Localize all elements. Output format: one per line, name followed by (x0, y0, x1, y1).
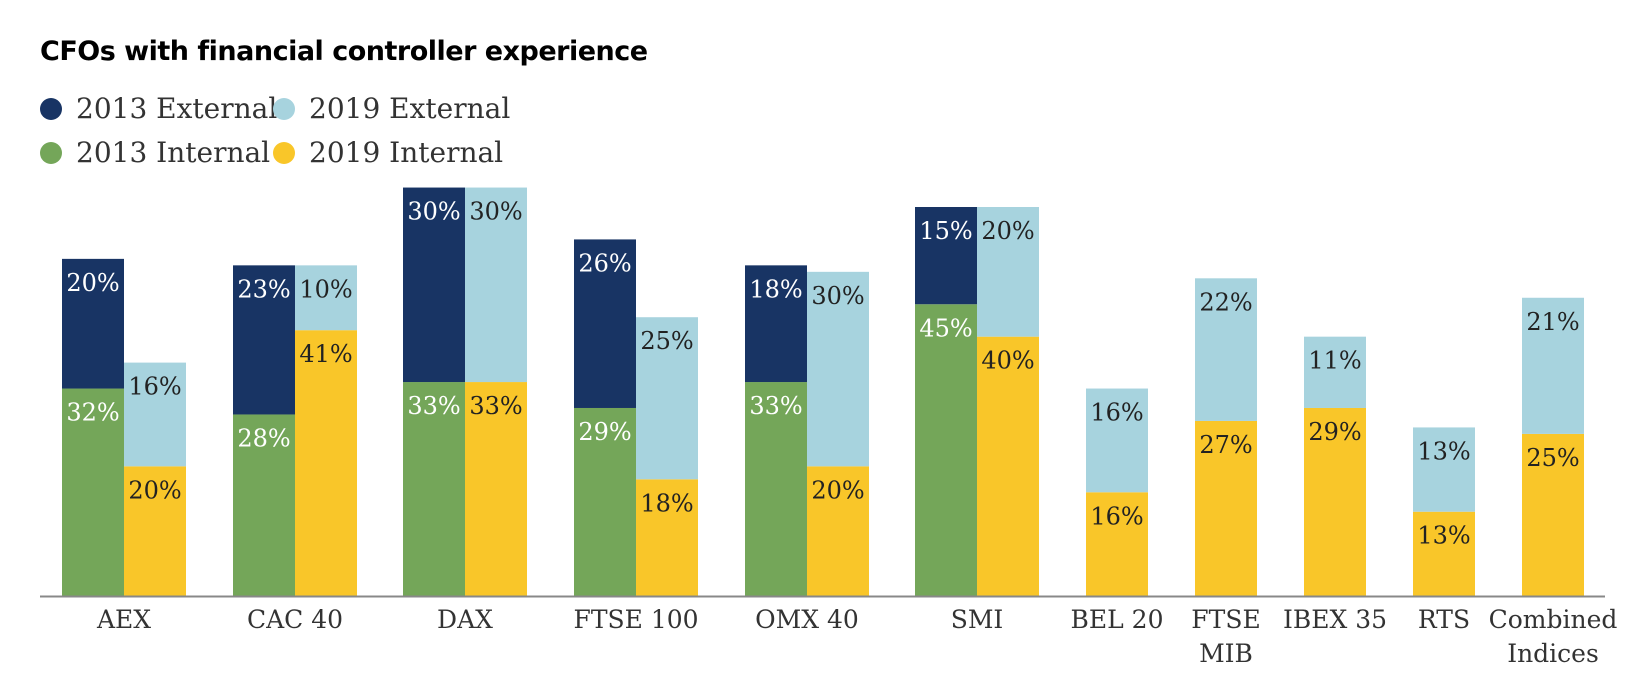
rts-2019-internal-bar (1413, 511, 1475, 596)
ftse-100-2019-external-bar (636, 317, 698, 480)
bel-20-2019-external-label: 16% (1090, 399, 1143, 427)
cac-40-2013-external-bar (233, 265, 295, 415)
x-tick-label-ibex-35: IBEX 35 (1283, 605, 1387, 634)
dax-2019-external-label: 30% (469, 198, 522, 226)
x-tick-label-omx-40: OMX 40 (755, 605, 859, 634)
smi-2013-external-bar (915, 207, 977, 305)
rts-2019-external-label: 13% (1417, 437, 1470, 465)
omx-40-2013-internal-bar (745, 382, 807, 596)
ftse-mib-2019-external-label: 22% (1199, 288, 1252, 316)
cac-40-2019-external-label: 10% (299, 275, 352, 303)
legend: 2013 External 2019 External 2013 Interna… (40, 92, 560, 182)
dax-2013-external-bar (403, 187, 465, 383)
smi-2013-internal-label: 45% (919, 314, 972, 342)
smi-2019-internal-label: 40% (981, 347, 1034, 375)
smi-2019-internal-bar (977, 336, 1039, 596)
cac-40-2019-internal-label: 41% (299, 340, 352, 368)
ftse-100-2019-internal-label: 18% (640, 489, 693, 517)
legend-item-2019-external: 2019 External (273, 92, 510, 125)
bel-20-2019-external-bar (1086, 388, 1148, 493)
combined-indices-2019-external-bar (1522, 297, 1584, 434)
combined-indices-2019-internal-label: 25% (1526, 444, 1579, 472)
combined-indices-2019-internal-bar (1522, 433, 1584, 596)
legend-label-2019-internal: 2019 Internal (309, 136, 504, 169)
aex-2013-internal-bar (62, 388, 124, 596)
ibex-35-2019-internal-bar (1304, 407, 1366, 596)
omx-40-2019-internal-bar (807, 466, 869, 596)
ftse-100-2013-external-label: 26% (578, 249, 631, 277)
legend-label-2019-external: 2019 External (309, 92, 511, 125)
smi-2019-external-label: 20% (981, 217, 1034, 245)
aex-2019-external-bar (124, 362, 186, 467)
legend-swatch-2013-external (40, 97, 62, 120)
legend-label-2013-external: 2013 External (76, 92, 278, 125)
rts-2019-internal-label: 13% (1417, 522, 1470, 550)
cac-40-2019-external-bar (295, 265, 357, 331)
dax-2013-internal-label: 33% (407, 392, 460, 420)
combined-indices-2019-external-label: 21% (1526, 308, 1579, 336)
cac-40-2013-internal-label: 28% (237, 424, 290, 452)
x-tick-label-dax: DAX (437, 605, 493, 634)
omx-40-2013-external-label: 18% (749, 275, 802, 303)
aex-2013-external-label: 20% (66, 269, 119, 297)
legend-swatch-2019-internal (273, 141, 295, 164)
x-tick-label-bel-20: BEL 20 (1071, 605, 1164, 634)
legend-label-2013-internal: 2013 Internal (76, 136, 271, 169)
cac-40-2019-internal-bar (295, 330, 357, 596)
legend-item-2013-internal: 2013 Internal (40, 136, 270, 169)
dax-2019-internal-label: 33% (469, 392, 522, 420)
x-tick-label-combined-indices: Combined Indices (1489, 605, 1618, 668)
x-tick-label-ftse-mib: FTSE MIB (1191, 605, 1260, 668)
x-tick-label-aex: AEX (96, 605, 151, 634)
legend-item-2013-external: 2013 External (40, 92, 277, 125)
aex-2019-external-label: 16% (128, 373, 181, 401)
omx-40-2019-external-bar (807, 271, 869, 467)
bel-20-2019-internal-bar (1086, 492, 1148, 596)
ftse-100-2019-internal-bar (636, 479, 698, 596)
aex-2013-external-bar (62, 258, 124, 389)
x-tick-label-rts: RTS (1418, 605, 1470, 634)
omx-40-2013-internal-label: 33% (749, 392, 802, 420)
rts-2019-external-bar (1413, 427, 1475, 512)
bel-20-2019-internal-label: 16% (1090, 502, 1143, 530)
smi-2019-external-bar (977, 207, 1039, 337)
smi-2013-internal-bar (915, 304, 977, 596)
cac-40-2013-external-label: 23% (237, 275, 290, 303)
aex-2019-internal-bar (124, 466, 186, 596)
ibex-35-2019-external-label: 11% (1308, 347, 1361, 375)
dax-2019-external-bar (465, 187, 527, 383)
aex-2013-internal-label: 32% (66, 399, 119, 427)
ftse-100-2013-external-bar (574, 239, 636, 408)
ftse-100-2019-external-label: 25% (640, 327, 693, 355)
ftse-100-2013-internal-label: 29% (578, 418, 631, 446)
dax-2013-internal-bar (403, 382, 465, 596)
ftse-mib-2019-external-bar (1195, 278, 1257, 421)
smi-2013-external-label: 15% (919, 217, 972, 245)
omx-40-2019-external-label: 30% (811, 282, 864, 310)
legend-swatch-2013-internal (40, 141, 62, 164)
ftse-100-2013-internal-bar (574, 407, 636, 596)
ftse-mib-2019-internal-label: 27% (1199, 431, 1252, 459)
omx-40-2019-internal-label: 20% (811, 476, 864, 504)
dax-2013-external-label: 30% (407, 198, 460, 226)
x-tick-label-ftse-100: FTSE 100 (573, 605, 698, 634)
legend-item-2019-internal: 2019 Internal (273, 136, 503, 169)
chart-title: CFOs with financial controller experienc… (40, 36, 648, 67)
ibex-35-2019-internal-label: 29% (1308, 418, 1361, 446)
dax-2019-internal-bar (465, 382, 527, 596)
aex-2019-internal-label: 20% (128, 476, 181, 504)
omx-40-2013-external-bar (745, 265, 807, 383)
ibex-35-2019-external-bar (1304, 336, 1366, 408)
ftse-mib-2019-internal-bar (1195, 420, 1257, 596)
legend-swatch-2019-external (273, 97, 295, 120)
x-tick-label-smi: SMI (951, 605, 1004, 634)
x-tick-label-cac-40: CAC 40 (247, 605, 343, 634)
cac-40-2013-internal-bar (233, 414, 295, 596)
